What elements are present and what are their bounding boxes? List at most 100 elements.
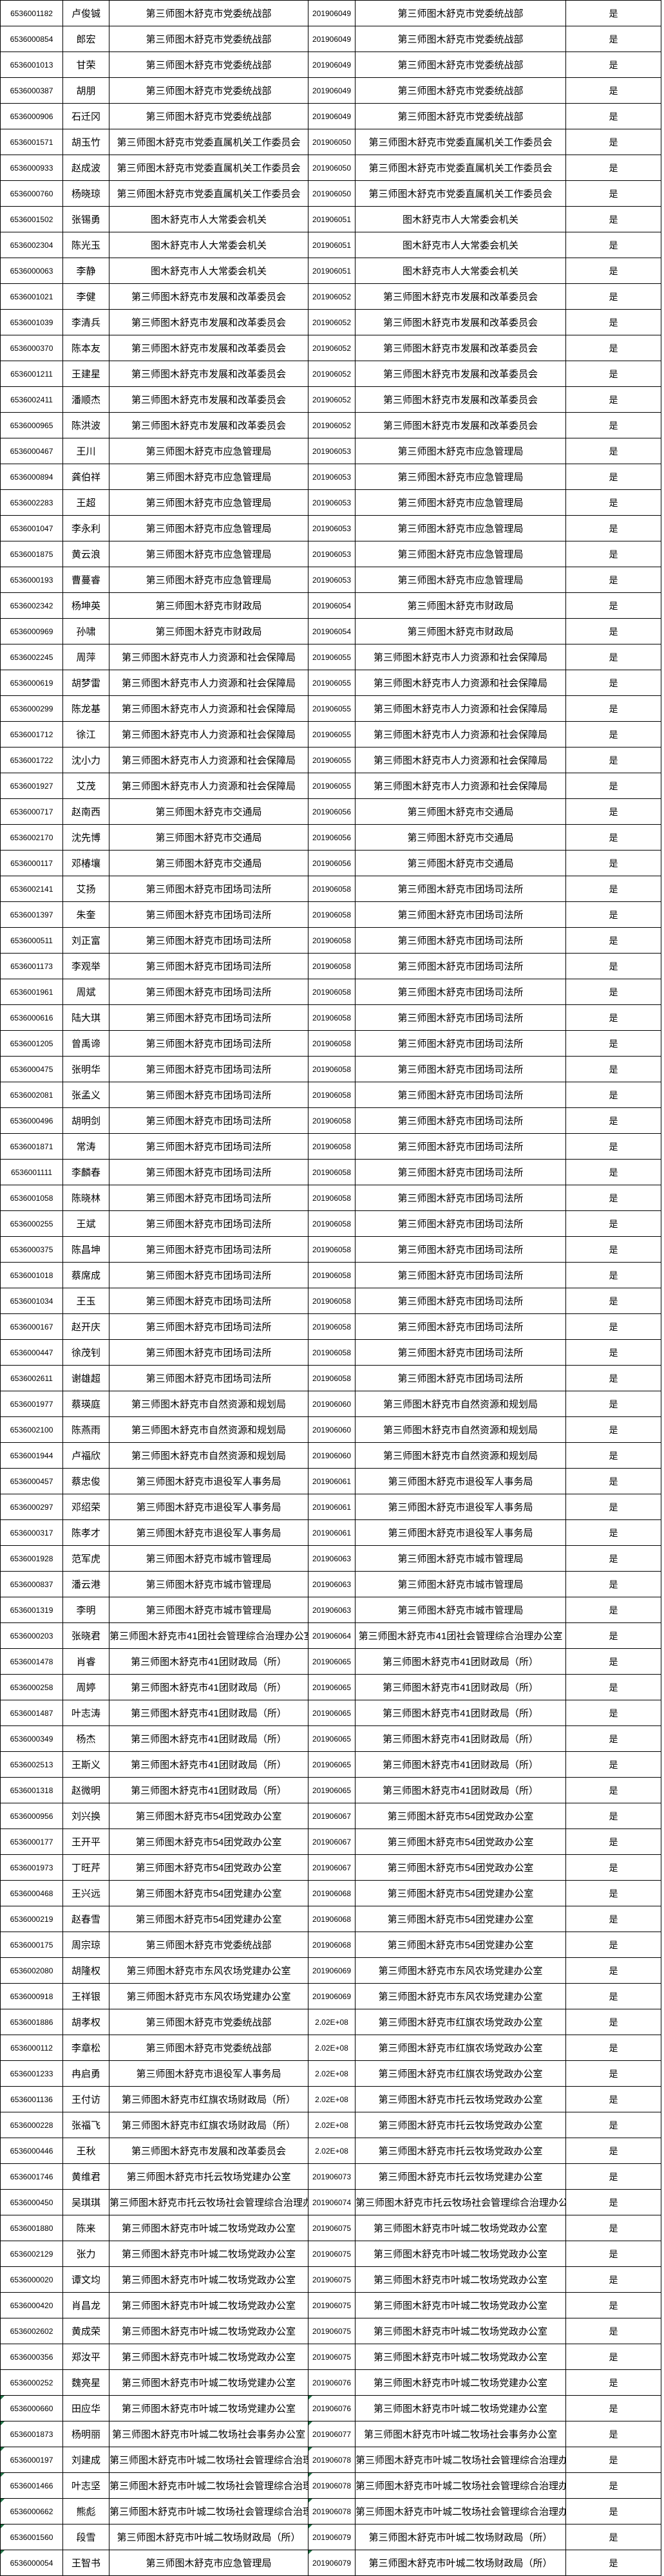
id-cell[interactable]: 6536000467 [0,438,63,464]
id-cell[interactable]: 6536001886 [0,2009,63,2035]
code-cell[interactable]: 201906056 [308,824,356,851]
confirm-org-cell[interactable]: 图木舒克市人大常委会机关 [355,232,566,258]
name-cell[interactable]: 郎宏 [62,26,109,52]
name-cell[interactable]: 李明 [62,1597,109,1623]
code-cell[interactable]: 201906051 [308,232,356,258]
confirm-org-cell[interactable]: 第三师图木舒克市托云牧场党政办公室 [355,2086,566,2112]
code-cell[interactable]: 201906075 [308,2344,356,2370]
confirm-org-cell[interactable]: 第三师图木舒克市团场司法所 [355,1030,566,1057]
code-cell[interactable]: 201906075 [308,2241,356,2267]
confirm-org-cell[interactable]: 第三师图木舒克市人力资源和社会保障局 [355,644,566,670]
code-cell[interactable]: 201906050 [308,129,356,155]
id-cell[interactable]: 6536000496 [0,1107,63,1134]
name-cell[interactable]: 张明华 [62,1056,109,1082]
flag-cell[interactable]: 是 [565,1854,661,1881]
flag-cell[interactable]: 是 [565,2447,661,2473]
code-cell[interactable]: 201906061 [308,1519,356,1546]
flag-cell[interactable]: 是 [565,979,661,1005]
org-cell[interactable]: 第三师图木舒克市叶城二牧场财政局（所） [109,2524,308,2550]
confirm-org-cell[interactable]: 第三师图木舒克市党委统战部 [355,52,566,78]
flag-cell[interactable]: 是 [565,2292,661,2318]
code-cell[interactable]: 201906058 [308,1313,356,1340]
code-cell[interactable]: 201906067 [308,1854,356,1881]
flag-cell[interactable]: 是 [565,1983,661,2009]
code-cell[interactable]: 201906075 [308,2292,356,2318]
name-cell[interactable]: 王建星 [62,361,109,387]
id-cell[interactable]: 6536000969 [0,618,63,644]
confirm-org-cell[interactable]: 第三师图木舒克市叶城二牧场党政办公室 [355,2266,566,2293]
code-cell[interactable]: 201906076 [308,2369,356,2396]
id-cell[interactable]: 6536001478 [0,1648,63,1675]
name-cell[interactable]: 陈光玉 [62,232,109,258]
code-cell[interactable]: 201906078 [308,2447,356,2473]
name-cell[interactable]: 陈昌坤 [62,1236,109,1263]
flag-cell[interactable]: 是 [565,1519,661,1546]
org-cell[interactable]: 第三师图木舒克市党委直属机关工作委员会 [109,180,308,207]
name-cell[interactable]: 周宗琼 [62,1932,109,1958]
name-cell[interactable]: 艾茂 [62,773,109,799]
confirm-org-cell[interactable]: 第三师图木舒克市财政局 [355,618,566,644]
name-cell[interactable]: 艾扬 [62,876,109,902]
flag-cell[interactable]: 是 [565,232,661,258]
confirm-org-cell[interactable]: 第三师图木舒克市团场司法所 [355,1365,566,1391]
org-cell[interactable]: 第三师图木舒克市54团党建办公室 [109,1880,308,1906]
name-cell[interactable]: 甘荣 [62,52,109,78]
flag-cell[interactable]: 是 [565,309,661,335]
confirm-org-cell[interactable]: 第三师图木舒克市城市管理局 [355,1597,566,1623]
org-cell[interactable]: 第三师图木舒克市叶城二牧场党政办公室 [109,2292,308,2318]
name-cell[interactable]: 谭文均 [62,2266,109,2293]
confirm-org-cell[interactable]: 第三师图木舒克市团场司法所 [355,1133,566,1160]
org-cell[interactable]: 第三师图木舒克市叶城二牧场党政办公室 [109,2241,308,2267]
org-cell[interactable]: 第三师图木舒克市团场司法所 [109,1159,308,1185]
code-cell[interactable]: 2.02E+08 [308,2112,356,2138]
code-cell[interactable]: 201906058 [308,1185,356,1211]
code-cell[interactable]: 201906058 [308,953,356,979]
name-cell[interactable]: 王智书 [62,2550,109,2576]
confirm-org-cell[interactable]: 第三师图木舒克市41团财政局（所） [355,1674,566,1700]
confirm-org-cell[interactable]: 第三师图木舒克市党委直属机关工作委员会 [355,155,566,181]
id-cell[interactable]: 6536000662 [0,2498,63,2524]
id-cell[interactable]: 6536002245 [0,644,63,670]
code-cell[interactable]: 201906055 [308,670,356,696]
code-cell[interactable]: 201906065 [308,1700,356,1726]
org-cell[interactable]: 第三师图木舒克市发展和改革委员会 [109,335,308,361]
name-cell[interactable]: 曾禹谛 [62,1030,109,1057]
flag-cell[interactable]: 是 [565,927,661,954]
confirm-org-cell[interactable]: 第三师图木舒克市团场司法所 [355,1339,566,1366]
name-cell[interactable]: 张孟义 [62,1082,109,1108]
id-cell[interactable]: 6536000420 [0,2292,63,2318]
confirm-org-cell[interactable]: 第三师图木舒克市团场司法所 [355,1210,566,1237]
name-cell[interactable]: 陈孝才 [62,1519,109,1546]
id-cell[interactable]: 6536002304 [0,232,63,258]
org-cell[interactable]: 第三师图木舒克市人力资源和社会保障局 [109,695,308,722]
org-cell[interactable]: 第三师图木舒克市团场司法所 [109,1210,308,1237]
flag-cell[interactable]: 是 [565,361,661,387]
confirm-org-cell[interactable]: 第三师图木舒克市54团党政办公室 [355,1829,566,1855]
name-cell[interactable]: 李章松 [62,2035,109,2061]
flag-cell[interactable]: 是 [565,901,661,928]
confirm-org-cell[interactable]: 第三师图木舒克市党委统战部 [355,26,566,52]
confirm-org-cell[interactable]: 第三师图木舒克市叶城二牧场党政办公室 [355,2344,566,2370]
confirm-org-cell[interactable]: 第三师图木舒克市叶城二牧场党建办公室 [355,2395,566,2421]
confirm-org-cell[interactable]: 第三师图木舒克市叶城二牧场社会管理综合治理办公室 [355,2447,566,2473]
org-cell[interactable]: 第三师图木舒克市东风农场党建办公室 [109,1983,308,2009]
name-cell[interactable]: 李麟春 [62,1159,109,1185]
confirm-org-cell[interactable]: 第三师图木舒克市发展和改革委员会 [355,335,566,361]
id-cell[interactable]: 6536001977 [0,1391,63,1417]
name-cell[interactable]: 胡朋 [62,77,109,104]
name-cell[interactable]: 王斯义 [62,1751,109,1778]
code-cell[interactable]: 201906078 [308,2498,356,2524]
flag-cell[interactable]: 是 [565,0,661,26]
name-cell[interactable]: 潘云港 [62,1571,109,1597]
id-cell[interactable]: 6536000317 [0,1519,63,1546]
org-cell[interactable]: 第三师图木舒克市红旗农场财政局（所） [109,2086,308,2112]
id-cell[interactable]: 6536001502 [0,206,63,232]
id-cell[interactable]: 6536001973 [0,1854,63,1881]
id-cell[interactable]: 6536002170 [0,824,63,851]
id-cell[interactable]: 6536000933 [0,155,63,181]
org-cell[interactable]: 第三师图木舒克市发展和改革委员会 [109,361,308,387]
id-cell[interactable]: 6536000020 [0,2266,63,2293]
code-cell[interactable]: 201906049 [308,103,356,129]
code-cell[interactable]: 201906055 [308,747,356,773]
id-cell[interactable]: 6536000717 [0,798,63,825]
